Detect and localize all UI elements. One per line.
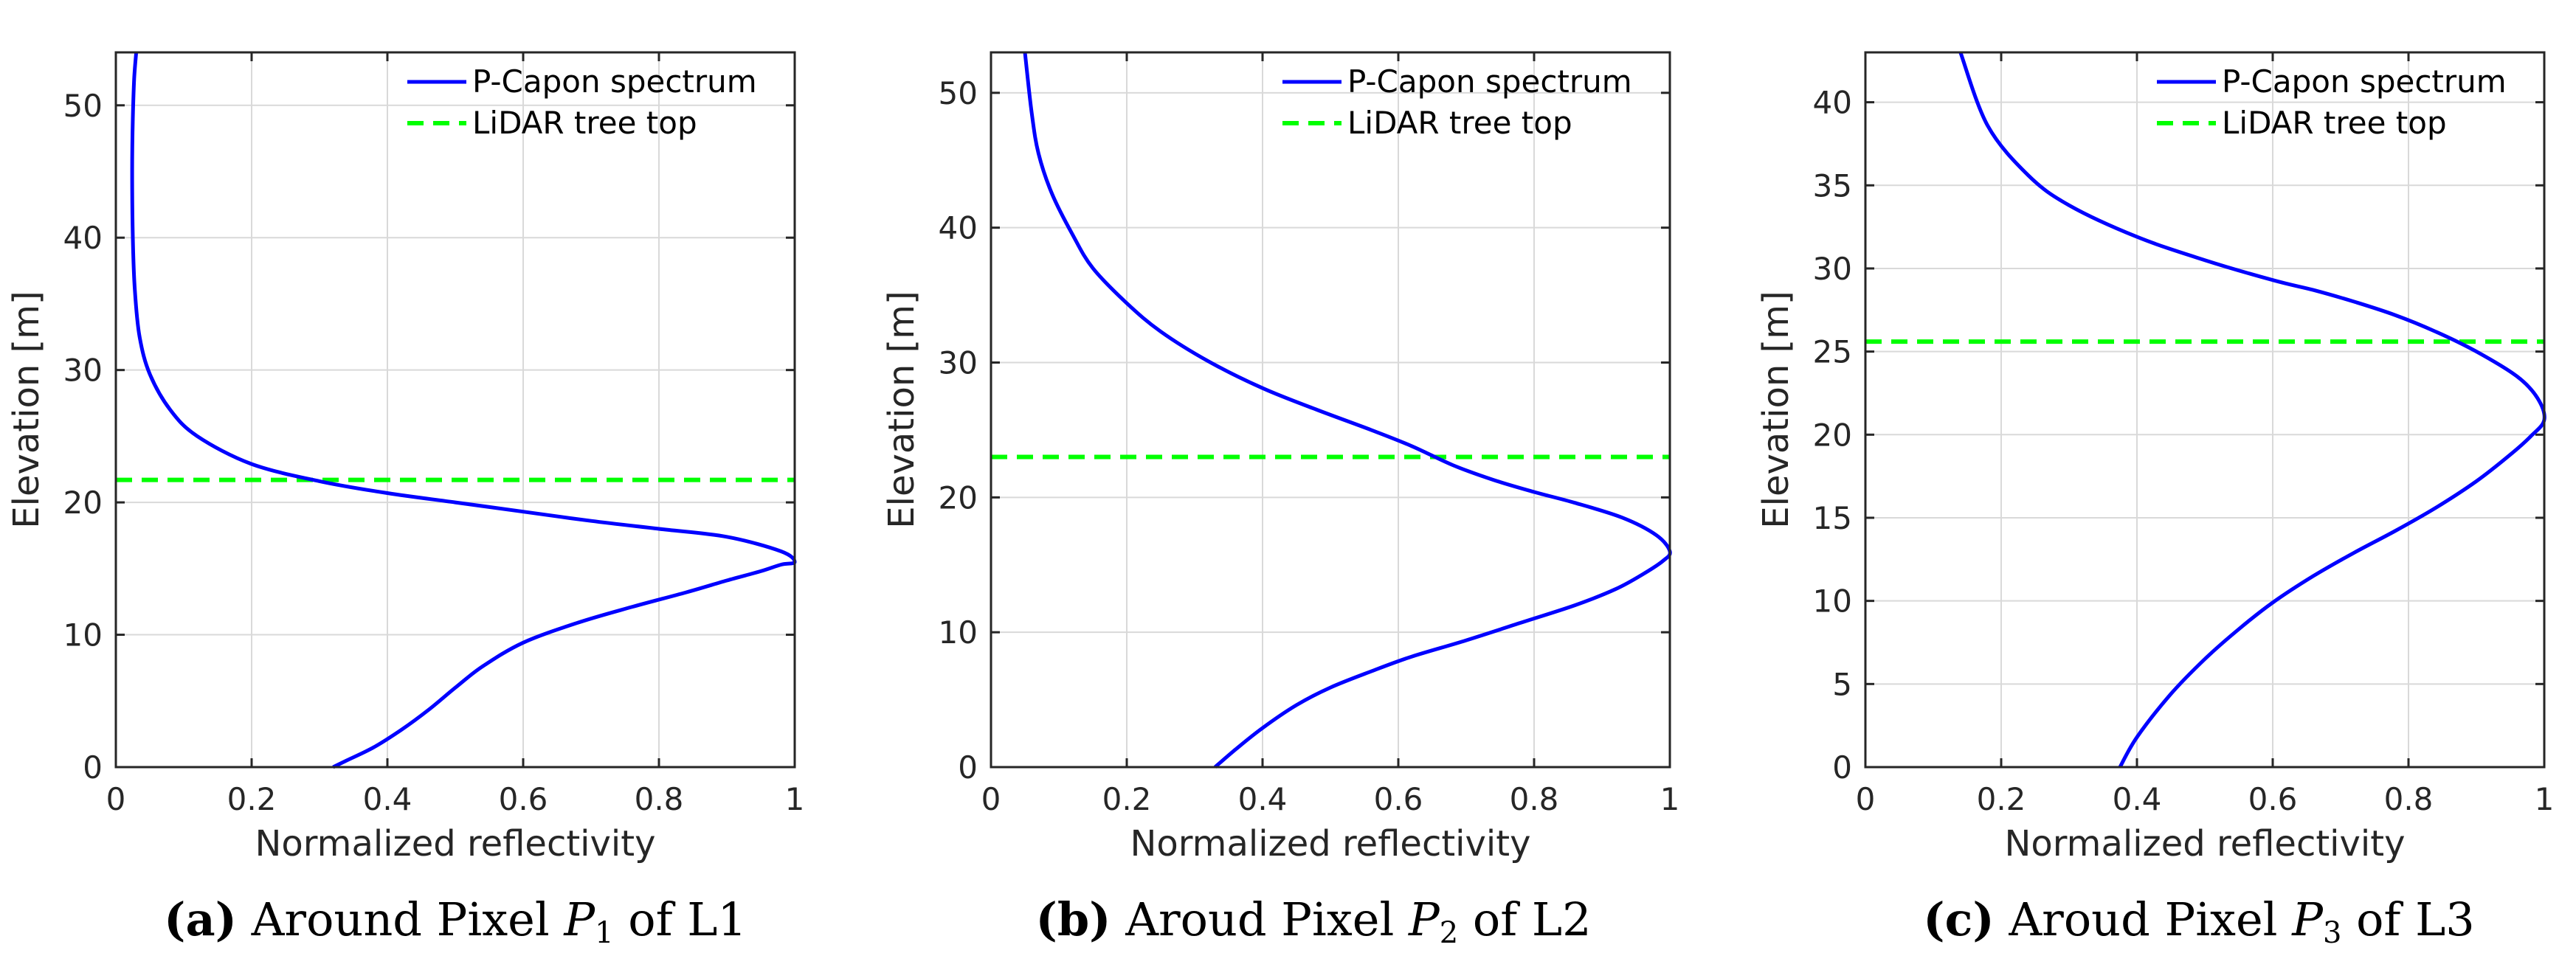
caption-var: P <box>1408 893 1440 946</box>
y-tick-label: 50 <box>939 75 978 111</box>
caption-var: P <box>563 893 595 946</box>
x-tick-label: 0.4 <box>363 781 412 817</box>
x-tick-label: 0.4 <box>1238 781 1288 817</box>
x-tick-label: 0.6 <box>499 781 548 817</box>
legend-label-lidar: LiDAR tree top <box>1347 105 1572 141</box>
y-axis-label: Elevation [m] <box>1755 291 1797 528</box>
y-tick-label: 25 <box>1813 334 1852 370</box>
x-tick-label: 0 <box>106 781 126 817</box>
legend-label-lidar: LiDAR tree top <box>2222 105 2447 141</box>
x-tick-label: 0.2 <box>1102 781 1152 817</box>
panel-caption: (a) Around Pixel P1 of L1 <box>164 893 747 950</box>
caption-suffix: of L2 <box>1458 893 1591 946</box>
caption-suffix: of L3 <box>2341 893 2474 946</box>
caption-sub: 1 <box>595 916 613 950</box>
caption-suffix: of L1 <box>614 893 747 946</box>
x-tick-label: 0.2 <box>227 781 277 817</box>
y-tick-label: 0 <box>958 749 978 786</box>
y-tick-label: 0 <box>83 749 103 786</box>
legend-label-p-capon: P-Capon spectrum <box>472 63 757 100</box>
x-tick-label: 1 <box>1660 781 1680 817</box>
caption-letter: (c) <box>1923 893 1994 946</box>
y-tick-label: 40 <box>939 210 978 246</box>
caption-letter: (a) <box>164 893 237 946</box>
panel-caption: (b) Aroud Pixel P2 of L2 <box>1035 893 1591 950</box>
caption-sub: 3 <box>2323 916 2341 950</box>
x-tick-label: 0 <box>981 781 1001 817</box>
y-tick-label: 40 <box>63 220 103 256</box>
y-axis-label: Elevation [m] <box>881 291 922 528</box>
y-tick-label: 0 <box>1832 749 1852 786</box>
legend-label-p-capon: P-Capon spectrum <box>1347 63 1632 100</box>
x-tick-label: 0.8 <box>1510 781 1559 817</box>
y-tick-label: 40 <box>1813 85 1852 121</box>
y-tick-label: 30 <box>63 353 103 389</box>
panel-caption: (c) Aroud Pixel P3 of L3 <box>1923 893 2474 950</box>
x-tick-label: 0.4 <box>2113 781 2162 817</box>
legend-label-lidar: LiDAR tree top <box>472 105 697 141</box>
x-tick-label: 0.8 <box>2384 781 2434 817</box>
y-tick-label: 10 <box>939 614 978 651</box>
caption-var: P <box>2291 893 2324 946</box>
y-tick-label: 35 <box>1813 167 1852 204</box>
y-tick-label: 20 <box>1813 417 1852 453</box>
plot-frame <box>114 51 796 769</box>
caption-sub: 2 <box>1440 916 1458 950</box>
x-tick-label: 0.2 <box>1977 781 2026 817</box>
x-tick-label: 0.6 <box>2248 781 2298 817</box>
y-tick-label: 20 <box>63 485 103 521</box>
x-axis-label: Normalized reflectivity <box>255 823 656 864</box>
y-axis-label: Elevation [m] <box>6 291 47 528</box>
y-tick-label: 20 <box>939 479 978 516</box>
y-tick-label: 50 <box>63 88 103 124</box>
legend-label-p-capon: P-Capon spectrum <box>2222 63 2507 100</box>
x-tick-label: 0.8 <box>635 781 684 817</box>
plot-frame <box>1864 51 2546 769</box>
y-tick-label: 30 <box>939 345 978 381</box>
x-tick-label: 0.6 <box>1374 781 1423 817</box>
y-tick-label: 15 <box>1813 500 1852 536</box>
x-tick-label: 1 <box>2535 781 2555 817</box>
x-axis-label: Normalized reflectivity <box>2005 823 2406 864</box>
p-capon-spectrum-line <box>130 52 797 769</box>
y-tick-label: 10 <box>63 617 103 654</box>
y-tick-label: 10 <box>1813 583 1852 620</box>
caption-letter: (b) <box>1035 893 1111 946</box>
plot-frame <box>990 51 1671 769</box>
y-tick-label: 30 <box>1813 251 1852 287</box>
caption-text: Aroud Pixel <box>1995 893 2293 946</box>
x-tick-label: 1 <box>785 781 805 817</box>
caption-text: Around Pixel <box>237 893 564 946</box>
caption-text: Aroud Pixel <box>1111 893 1409 946</box>
p-capon-spectrum-line <box>1958 52 2546 769</box>
x-axis-label: Normalized reflectivity <box>1130 823 1531 864</box>
x-tick-label: 0 <box>1856 781 1876 817</box>
y-tick-label: 5 <box>1832 666 1852 702</box>
p-capon-spectrum-line <box>1023 52 1672 769</box>
